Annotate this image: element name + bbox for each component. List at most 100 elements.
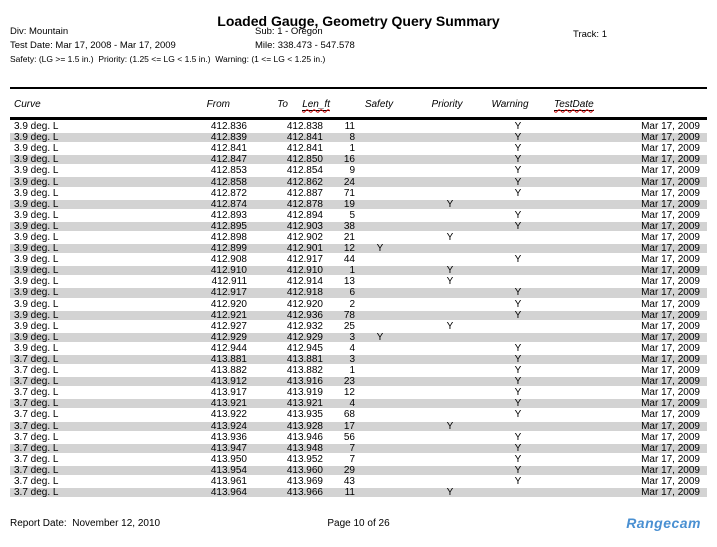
table-cell-to: 413.919 (286, 387, 323, 399)
table-cell-to: 412.918 (286, 287, 323, 299)
table-row: 3.7 deg. L 413.921 413.921 4 Y Mar 17, 2009 (10, 398, 707, 410)
table-cell-test-date: Mar 17, 2009 (641, 187, 700, 199)
table-cell-safety: Y (376, 331, 384, 343)
table-cell-to: 413.921 (286, 398, 323, 410)
table-cell-from: 412.874 (210, 198, 247, 210)
table-cell-test-date: Mar 17, 2009 (641, 298, 700, 310)
table-cell-to: 413.948 (286, 442, 323, 454)
table-cell-len: 3 (349, 354, 355, 366)
table-cell-curve: 3.7 deg. L (14, 376, 59, 388)
table-cell-curve: 3.9 deg. L (14, 298, 59, 310)
track-label: Track: (573, 29, 600, 40)
table-cell-warning: Y (514, 464, 522, 476)
table-cell-from: 413.924 (210, 420, 247, 432)
table-row: 3.7 deg. L 413.881 413.881 3 Y Mar 17, 2009 (10, 353, 707, 366)
table-cell-from: 412.920 (210, 298, 247, 310)
column-header-len-ft-text: Len_ft (302, 98, 330, 111)
table-cell-from: 412.929 (210, 331, 247, 343)
table-row: 3.9 deg. L 412.872 412.887 71 Y Mar 17, 2009 (10, 187, 707, 199)
table-cell-to: 412.902 (286, 231, 323, 243)
table-cell-warning: Y (514, 387, 522, 399)
table-cell-test-date: Mar 17, 2009 (641, 487, 700, 499)
table-cell-warning: Y (514, 431, 522, 443)
table-cell-len: 24 (343, 176, 355, 188)
table-row: 3.9 deg. L 412.847 412.850 16 Y Mar 17, 2009 (10, 154, 707, 166)
table-row: 3.9 deg. L 412.874 412.878 19 Y Mar 17, 2009 (10, 198, 707, 210)
table-cell-to: 412.878 (286, 198, 323, 210)
table-cell-warning: Y (514, 365, 522, 377)
table-row: 3.7 deg. L 413.936 413.946 56 Y Mar 17, 2009 (10, 431, 707, 443)
table-cell-from: 412.836 (210, 121, 247, 133)
table-cell-warning: Y (514, 121, 522, 133)
table-cell-len: 11 (344, 487, 355, 499)
table-row: 3.7 deg. L 413.954 413.960 29 Y Mar 17, 2009 (10, 464, 707, 476)
test-date-label: Test Date: (10, 40, 53, 51)
table-cell-from: 412.893 (210, 209, 247, 221)
table-cell-len: 7 (349, 453, 355, 465)
table-cell-test-date: Mar 17, 2009 (641, 209, 700, 221)
table-cell-curve: 3.9 deg. L (14, 231, 59, 243)
table-cell-test-date: Mar 17, 2009 (641, 220, 700, 232)
table-cell-from: 412.921 (210, 309, 247, 321)
table-cell-warning: Y (514, 453, 522, 465)
table-cell-from: 413.882 (210, 365, 247, 377)
page-number: Page 10 of 26 (327, 518, 390, 529)
table-cell-curve: 3.9 deg. L (14, 320, 59, 332)
table-cell-curve: 3.9 deg. L (14, 132, 59, 144)
table-cell-priority: Y (446, 276, 454, 288)
table-cell-test-date: Mar 17, 2009 (641, 320, 700, 332)
table-cell-to: 413.966 (286, 487, 323, 499)
table-cell-curve: 3.7 deg. L (14, 464, 59, 476)
table-cell-to: 412.936 (286, 309, 323, 321)
table-cell-len: 38 (343, 220, 355, 232)
subdivision-value: 1 - Oregon (277, 26, 323, 37)
table-cell-curve: 3.9 deg. L (14, 220, 59, 232)
table-cell-warning: Y (514, 309, 522, 321)
table-cell-to: 412.914 (286, 276, 323, 288)
table-cell-len: 3 (349, 331, 355, 343)
table-cell-to: 412.894 (286, 209, 323, 221)
table-cell-warning: Y (514, 187, 522, 199)
table-cell-to: 412.910 (286, 265, 323, 277)
table-cell-warning: Y (514, 376, 522, 388)
table-cell-to: 412.929 (286, 331, 323, 343)
table-cell-curve: 3.9 deg. L (14, 187, 59, 199)
table-cell-to: 412.854 (286, 165, 323, 177)
table-body: 3.9 deg. L 412.836 412.838 11 Y Mar 17, 2009 3… (10, 121, 707, 499)
table-cell-curve: 3.7 deg. L (14, 387, 59, 399)
table-cell-len: 19 (343, 198, 355, 210)
table-cell-from: 412.853 (210, 165, 247, 177)
table-cell-curve: 3.7 deg. L (14, 398, 59, 410)
table-cell-to: 412.945 (286, 342, 323, 354)
table-cell-to: 412.903 (286, 220, 323, 232)
mile-field: Mile: 338.473 - 547.578 (255, 40, 355, 51)
table-row: 3.7 deg. L 413.964 413.966 11 Y Mar 17, 2009 (10, 487, 707, 499)
table-row: 3.7 deg. L 413.924 413.928 17 Y Mar 17, 2009 (10, 420, 707, 432)
table-cell-test-date: Mar 17, 2009 (641, 365, 700, 377)
table-cell-from: 412.839 (210, 132, 247, 144)
table-cell-test-date: Mar 17, 2009 (641, 243, 700, 255)
column-header-warning: Warning (491, 98, 529, 110)
table-cell-test-date: Mar 17, 2009 (641, 342, 700, 354)
table-cell-from: 413.964 (210, 487, 247, 499)
header-bottom-rule (10, 117, 707, 120)
table-cell-test-date: Mar 17, 2009 (641, 176, 700, 188)
table-row: 3.9 deg. L 412.910 412.910 1 Y Mar 17, 2009 (10, 265, 707, 277)
table-cell-priority: Y (446, 487, 454, 499)
table-cell-test-date: Mar 17, 2009 (641, 354, 700, 366)
table-cell-curve: 3.9 deg. L (14, 276, 59, 288)
report-date-label: Report Date: (10, 518, 67, 529)
division-value: Mountain (29, 26, 69, 37)
table-cell-warning: Y (514, 209, 522, 221)
table-cell-from: 412.858 (210, 176, 247, 188)
table-cell-len: 68 (343, 409, 355, 421)
column-header-safety: Safety (364, 98, 394, 110)
table-cell-curve: 3.7 deg. L (14, 476, 59, 488)
table-cell-curve: 3.9 deg. L (14, 198, 59, 210)
page-title: Loaded Gauge, Geometry Query Summary (217, 13, 500, 29)
table-cell-to: 412.932 (286, 320, 323, 332)
table-cell-curve: 3.9 deg. L (14, 121, 59, 133)
table-cell-warning: Y (514, 176, 522, 188)
table-row: 3.7 deg. L 413.922 413.935 68 Y Mar 17, 2009 (10, 409, 707, 421)
table-cell-from: 412.944 (210, 342, 247, 354)
